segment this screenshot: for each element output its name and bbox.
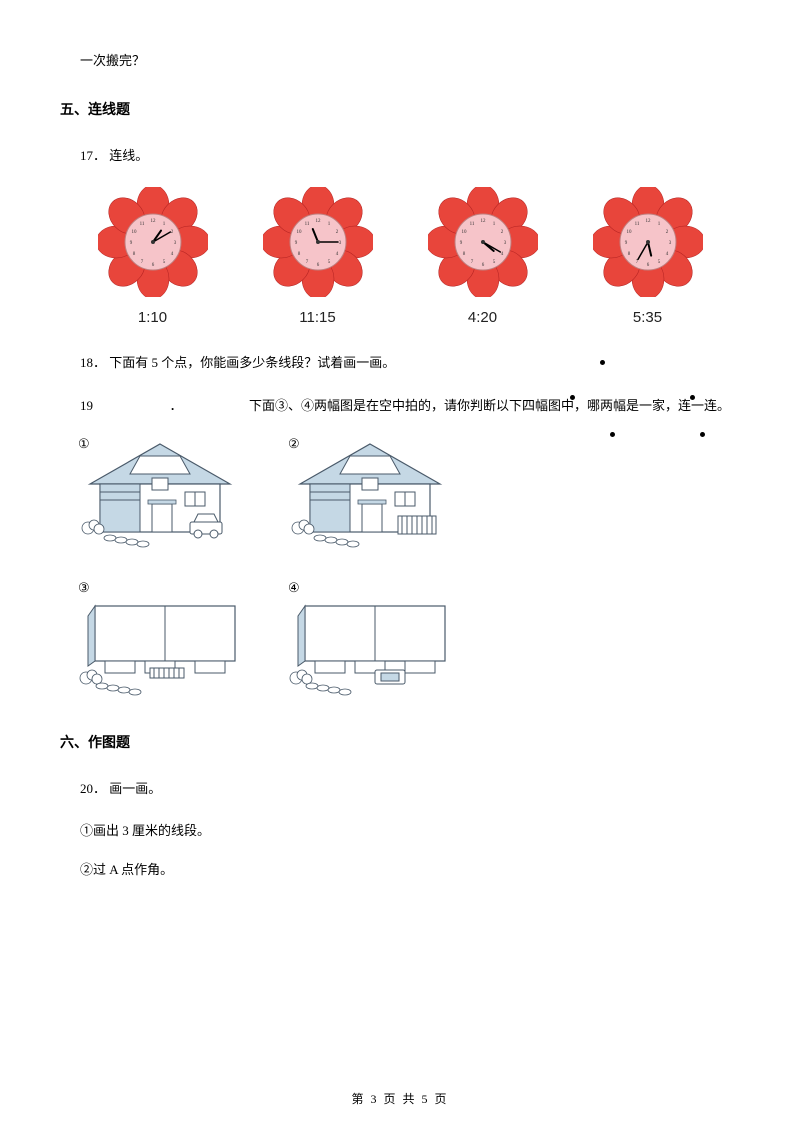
footer-prefix: 第	[351, 1092, 370, 1106]
footer-mid: 页 共	[378, 1092, 421, 1106]
clocks-row: 123456789101112 1:10 123456789101112 11:…	[60, 187, 740, 326]
svg-text:10: 10	[626, 230, 632, 235]
dot-4	[700, 432, 705, 437]
question-20: 20． 画一画。	[80, 777, 740, 800]
svg-text:11: 11	[634, 222, 639, 227]
section-6-title: 六、作图题	[60, 732, 740, 752]
clock-label-3: 5:35	[593, 309, 703, 326]
clock-label-1: 11:15	[263, 309, 373, 326]
house-3: ③	[70, 578, 250, 702]
q20-sub1: ①画出 3 厘米的线段。	[80, 820, 740, 839]
svg-text:12: 12	[315, 219, 321, 224]
svg-text:12: 12	[480, 219, 486, 224]
svg-text:12: 12	[645, 219, 651, 224]
dot-3	[610, 432, 615, 437]
clock-label-0: 1:10	[98, 309, 208, 326]
q20-num: 20	[80, 781, 93, 796]
clock-item-3: 123456789101112 5:35	[593, 187, 703, 326]
q17-num: 17	[80, 148, 93, 163]
house-1: ①	[70, 434, 250, 558]
svg-text:11: 11	[139, 222, 144, 227]
houses-grid: ① ②	[70, 434, 740, 702]
svg-text:④: ④	[288, 580, 300, 595]
q17-text: 连线。	[109, 148, 148, 163]
q17-sep: ．	[93, 148, 106, 163]
svg-text:11: 11	[469, 222, 474, 227]
clock-item-1: 123456789101112 11:15	[263, 187, 373, 326]
question-17: 17． 连线。	[80, 144, 740, 167]
svg-text:③: ③	[78, 580, 90, 595]
q18-sep: ．	[93, 355, 106, 370]
q20-sub2: ②过 A 点作角。	[80, 859, 740, 878]
svg-text:10: 10	[296, 230, 302, 235]
clock-item-0: 123456789101112 1:10	[98, 187, 208, 326]
clock-label-2: 4:20	[428, 309, 538, 326]
q20-text: 画一画。	[109, 781, 161, 796]
q19-sep: ．	[170, 398, 183, 413]
svg-text:①: ①	[78, 436, 90, 451]
house-2: ②	[280, 434, 460, 558]
dot-2	[690, 395, 695, 400]
footer-total: 5	[422, 1092, 430, 1106]
svg-text:12: 12	[150, 219, 156, 224]
q19-num: 19	[80, 398, 93, 413]
q18-text: 下面有 5 个点，你能画多少条线段？试着画一画。	[109, 355, 395, 370]
q18-num: 18	[80, 355, 93, 370]
dot-0	[600, 360, 605, 365]
svg-text:10: 10	[461, 230, 467, 235]
house-4: ④	[280, 578, 460, 702]
dot-1	[570, 395, 575, 400]
section-5-title: 五、连线题	[60, 99, 740, 119]
svg-text:11: 11	[304, 222, 309, 227]
fragment-text: 一次搬完？	[80, 50, 740, 69]
svg-text:10: 10	[131, 230, 137, 235]
page-footer: 第 3 页 共 5 页	[0, 1090, 800, 1107]
q20-sep: ．	[93, 781, 106, 796]
svg-text:②: ②	[288, 436, 300, 451]
footer-suffix: 页	[430, 1092, 449, 1106]
clock-item-2: 123456789101112 4:20	[428, 187, 538, 326]
five-dots	[510, 360, 710, 460]
